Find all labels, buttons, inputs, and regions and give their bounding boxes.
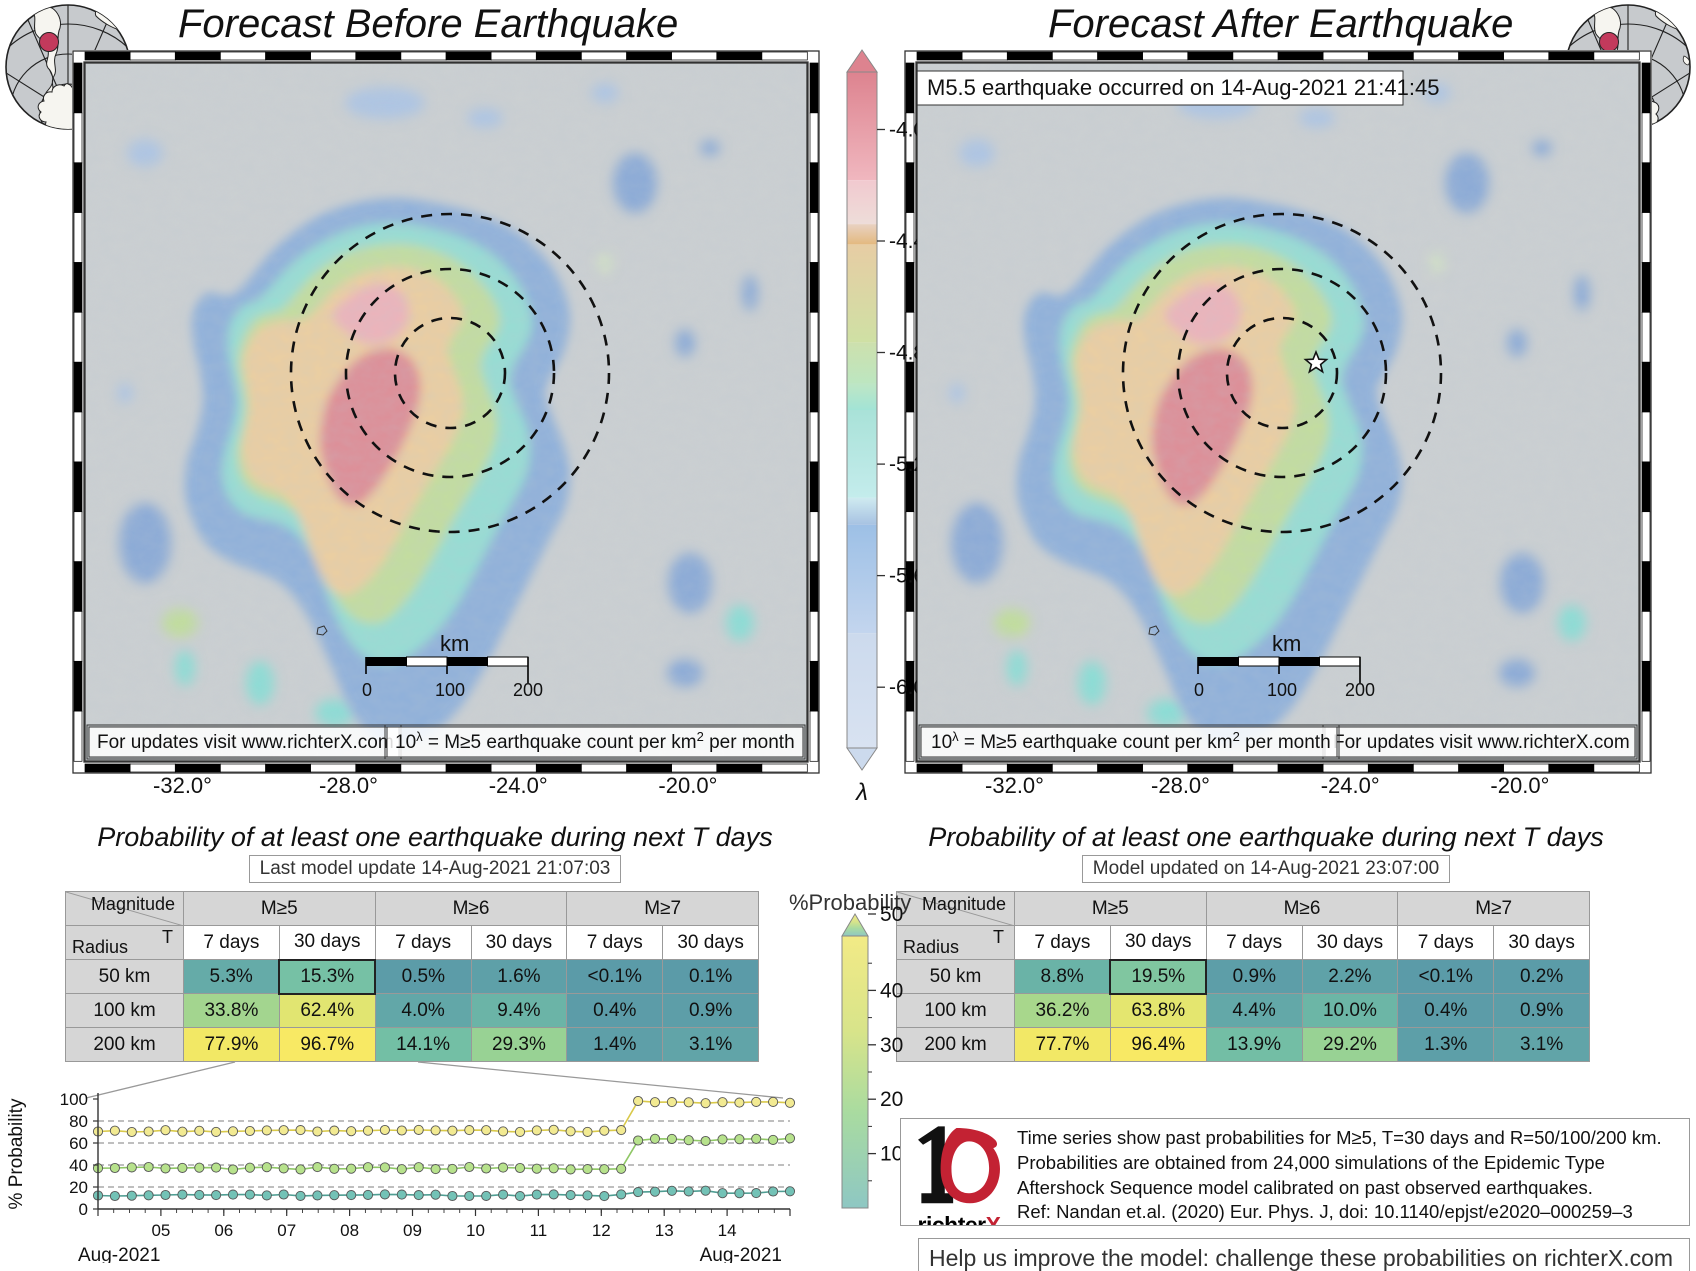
svg-text:Aug-2021: Aug-2021 [78,1245,160,1263]
svg-text:60: 60 [69,1134,88,1153]
svg-text:07: 07 [277,1221,296,1240]
svg-text:14: 14 [718,1221,737,1240]
svg-text:10: 10 [466,1221,485,1240]
svg-text:09: 09 [403,1221,422,1240]
svg-text:20: 20 [69,1178,88,1197]
svg-text:0: 0 [79,1200,88,1219]
svg-text:08: 08 [340,1221,359,1240]
svg-text:80: 80 [69,1112,88,1131]
svg-text:100: 100 [60,1091,88,1109]
svg-text:12: 12 [592,1221,611,1240]
svg-text:40: 40 [69,1156,88,1175]
svg-text:Aug-2021: Aug-2021 [700,1245,782,1263]
svg-text:% Probability: % Probability [8,1098,27,1209]
svg-text:11: 11 [530,1221,548,1240]
svg-text:05: 05 [151,1221,170,1240]
svg-text:06: 06 [214,1221,233,1240]
svg-text:13: 13 [655,1221,674,1240]
